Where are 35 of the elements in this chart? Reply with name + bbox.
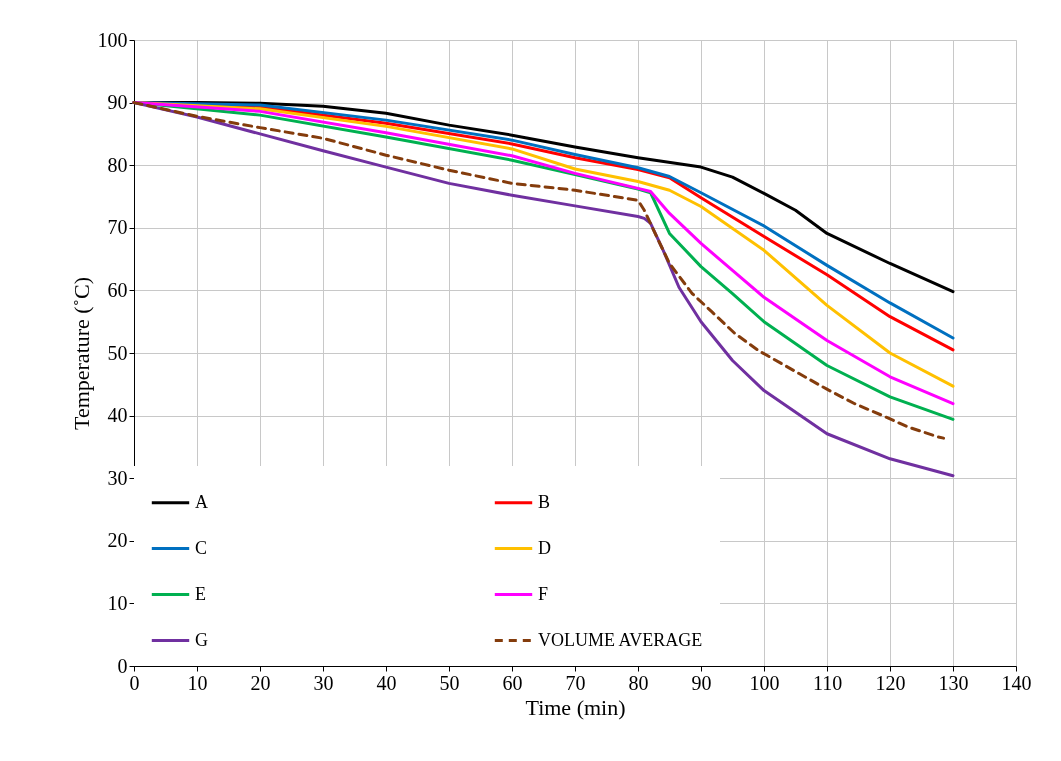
y-tick-label: 60 bbox=[107, 278, 128, 301]
y-axis-title: Temperature (˚C) bbox=[68, 277, 94, 430]
x-tick-label: 30 bbox=[313, 671, 334, 694]
x-tick-label: 80 bbox=[628, 671, 649, 694]
legend-label: A bbox=[195, 491, 208, 512]
y-tick-label: 50 bbox=[107, 341, 128, 364]
x-tick-label: 10 bbox=[187, 671, 208, 694]
x-tick-label: 40 bbox=[376, 671, 397, 694]
y-tick-label: 40 bbox=[107, 404, 128, 427]
x-tick-label: 90 bbox=[691, 671, 712, 694]
y-tick-label: 0 bbox=[117, 654, 128, 677]
legend-label: G bbox=[195, 629, 208, 650]
legend-label: F bbox=[538, 583, 549, 604]
y-tick-label: 70 bbox=[107, 216, 128, 239]
x-tick-label: 50 bbox=[439, 671, 460, 694]
x-axis-title: Time (min) bbox=[525, 694, 626, 720]
x-tick-label: 140 bbox=[1001, 671, 1032, 694]
x-tick-label: 120 bbox=[875, 671, 906, 694]
x-tick-label: 20 bbox=[250, 671, 271, 694]
y-tick-label: 10 bbox=[107, 591, 128, 614]
legend-label: C bbox=[195, 537, 208, 558]
x-tick-label: 60 bbox=[502, 671, 523, 694]
y-tick-label: 90 bbox=[107, 91, 128, 114]
legend-label: VOLUME AVERAGE bbox=[538, 629, 703, 650]
legend-label: D bbox=[538, 537, 551, 558]
x-tick-label: 130 bbox=[938, 671, 969, 694]
y-tick-label: 20 bbox=[107, 529, 128, 552]
y-tick-label: 80 bbox=[107, 153, 128, 176]
y-tick-label: 30 bbox=[107, 466, 128, 489]
x-tick-label: 70 bbox=[565, 671, 586, 694]
x-tick-label: 100 bbox=[749, 671, 780, 694]
legend-label: B bbox=[538, 491, 551, 512]
y-tick-label: 100 bbox=[97, 28, 128, 51]
legend-label: E bbox=[195, 583, 206, 604]
x-tick-label: 110 bbox=[812, 671, 843, 694]
